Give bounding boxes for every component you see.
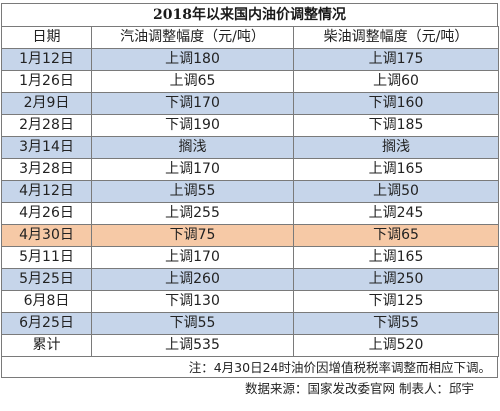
date-cell: 3月28日 bbox=[1, 158, 92, 181]
diesel-cell: 上调520 bbox=[293, 334, 499, 357]
date-cell: 5月11日 bbox=[1, 246, 92, 269]
diesel-cell: 上调165 bbox=[293, 246, 499, 269]
date-cell: 6月25日 bbox=[1, 312, 92, 335]
table-title: 2018年以来国内油价调整情况 bbox=[1, 3, 498, 26]
data-source: 数据来源：国家发改委官网 制表人：邱宇 bbox=[245, 381, 474, 396]
gasoline-cell: 上调170 bbox=[91, 246, 294, 269]
table-row: 4月26日 上调255 上调245 bbox=[1, 202, 499, 225]
table-row: 2月28日 下调190 下调185 bbox=[1, 114, 499, 137]
diesel-cell: 上调60 bbox=[293, 70, 499, 93]
gasoline-cell: 上调170 bbox=[91, 158, 294, 181]
table-row: 1月26日 上调65 上调60 bbox=[1, 70, 499, 93]
header-gasoline: 汽油调整幅度（元/吨） bbox=[91, 26, 294, 49]
diesel-cell: 下调160 bbox=[293, 92, 499, 115]
gasoline-cell: 上调535 bbox=[91, 334, 294, 357]
table-row: 6月8日 下调130 下调125 bbox=[1, 290, 499, 313]
table-row: 3月14日 搁浅 搁浅 bbox=[1, 136, 499, 159]
date-cell: 4月30日 bbox=[1, 224, 92, 247]
date-cell: 5月25日 bbox=[1, 268, 92, 291]
total-row: 累计 上调535 上调520 bbox=[1, 334, 499, 357]
header-date: 日期 bbox=[1, 26, 92, 49]
date-cell: 3月14日 bbox=[1, 136, 92, 159]
table-row: 6月25日 下调55 下调55 bbox=[1, 312, 499, 335]
diesel-cell: 下调125 bbox=[293, 290, 499, 313]
diesel-cell: 搁浅 bbox=[293, 136, 499, 159]
table-row: 4月12日 上调55 上调50 bbox=[1, 180, 499, 203]
gasoline-cell: 搁浅 bbox=[91, 136, 294, 159]
date-cell: 1月12日 bbox=[1, 48, 92, 71]
date-cell: 4月26日 bbox=[1, 202, 92, 225]
table-row: 5月11日 上调170 上调165 bbox=[1, 246, 499, 269]
date-cell: 4月12日 bbox=[1, 180, 92, 203]
diesel-cell: 下调55 bbox=[293, 312, 499, 335]
table-row: 4月30日 下调75 下调65 bbox=[1, 224, 499, 247]
table-row: 2月9日 下调170 下调160 bbox=[1, 92, 499, 115]
diesel-cell: 上调165 bbox=[293, 158, 499, 181]
gasoline-cell: 下调75 bbox=[91, 224, 294, 247]
gasoline-cell: 上调255 bbox=[91, 202, 294, 225]
date-cell: 6月8日 bbox=[1, 290, 92, 313]
table-row: 5月25日 上调260 上调250 bbox=[1, 268, 499, 291]
gasoline-cell: 下调55 bbox=[91, 312, 294, 335]
diesel-cell: 上调50 bbox=[293, 180, 499, 203]
gasoline-cell: 下调190 bbox=[91, 114, 294, 137]
date-cell: 2月9日 bbox=[1, 92, 92, 115]
header-row: 日期 汽油调整幅度（元/吨） 柴油调整幅度（元/吨） bbox=[1, 26, 499, 49]
gasoline-cell: 上调65 bbox=[91, 70, 294, 93]
gasoline-cell: 下调170 bbox=[91, 92, 294, 115]
price-adjustment-table: 日期 汽油调整幅度（元/吨） 柴油调整幅度（元/吨） 1月12日 上调180 上… bbox=[1, 26, 499, 357]
gasoline-cell: 下调130 bbox=[91, 290, 294, 313]
table-row: 3月28日 上调170 上调165 bbox=[1, 158, 499, 181]
diesel-cell: 下调65 bbox=[293, 224, 499, 247]
gasoline-cell: 上调55 bbox=[91, 180, 294, 203]
date-cell: 累计 bbox=[1, 334, 92, 357]
diesel-cell: 上调250 bbox=[293, 268, 499, 291]
gasoline-cell: 上调180 bbox=[91, 48, 294, 71]
diesel-cell: 上调245 bbox=[293, 202, 499, 225]
table-note: 注：4月30日24时油价因增值税税率调整而相应下调。 bbox=[1, 357, 498, 378]
date-cell: 2月28日 bbox=[1, 114, 92, 137]
header-diesel: 柴油调整幅度（元/吨） bbox=[293, 26, 499, 49]
gasoline-cell: 上调260 bbox=[91, 268, 294, 291]
diesel-cell: 上调175 bbox=[293, 48, 499, 71]
diesel-cell: 下调185 bbox=[293, 114, 499, 137]
table-row: 1月12日 上调180 上调175 bbox=[1, 48, 499, 71]
price-adjustment-table-container: 2018年以来国内油价调整情况 日期 汽油调整幅度（元/吨） 柴油调整幅度（元/… bbox=[1, 3, 499, 400]
date-cell: 1月26日 bbox=[1, 70, 92, 93]
